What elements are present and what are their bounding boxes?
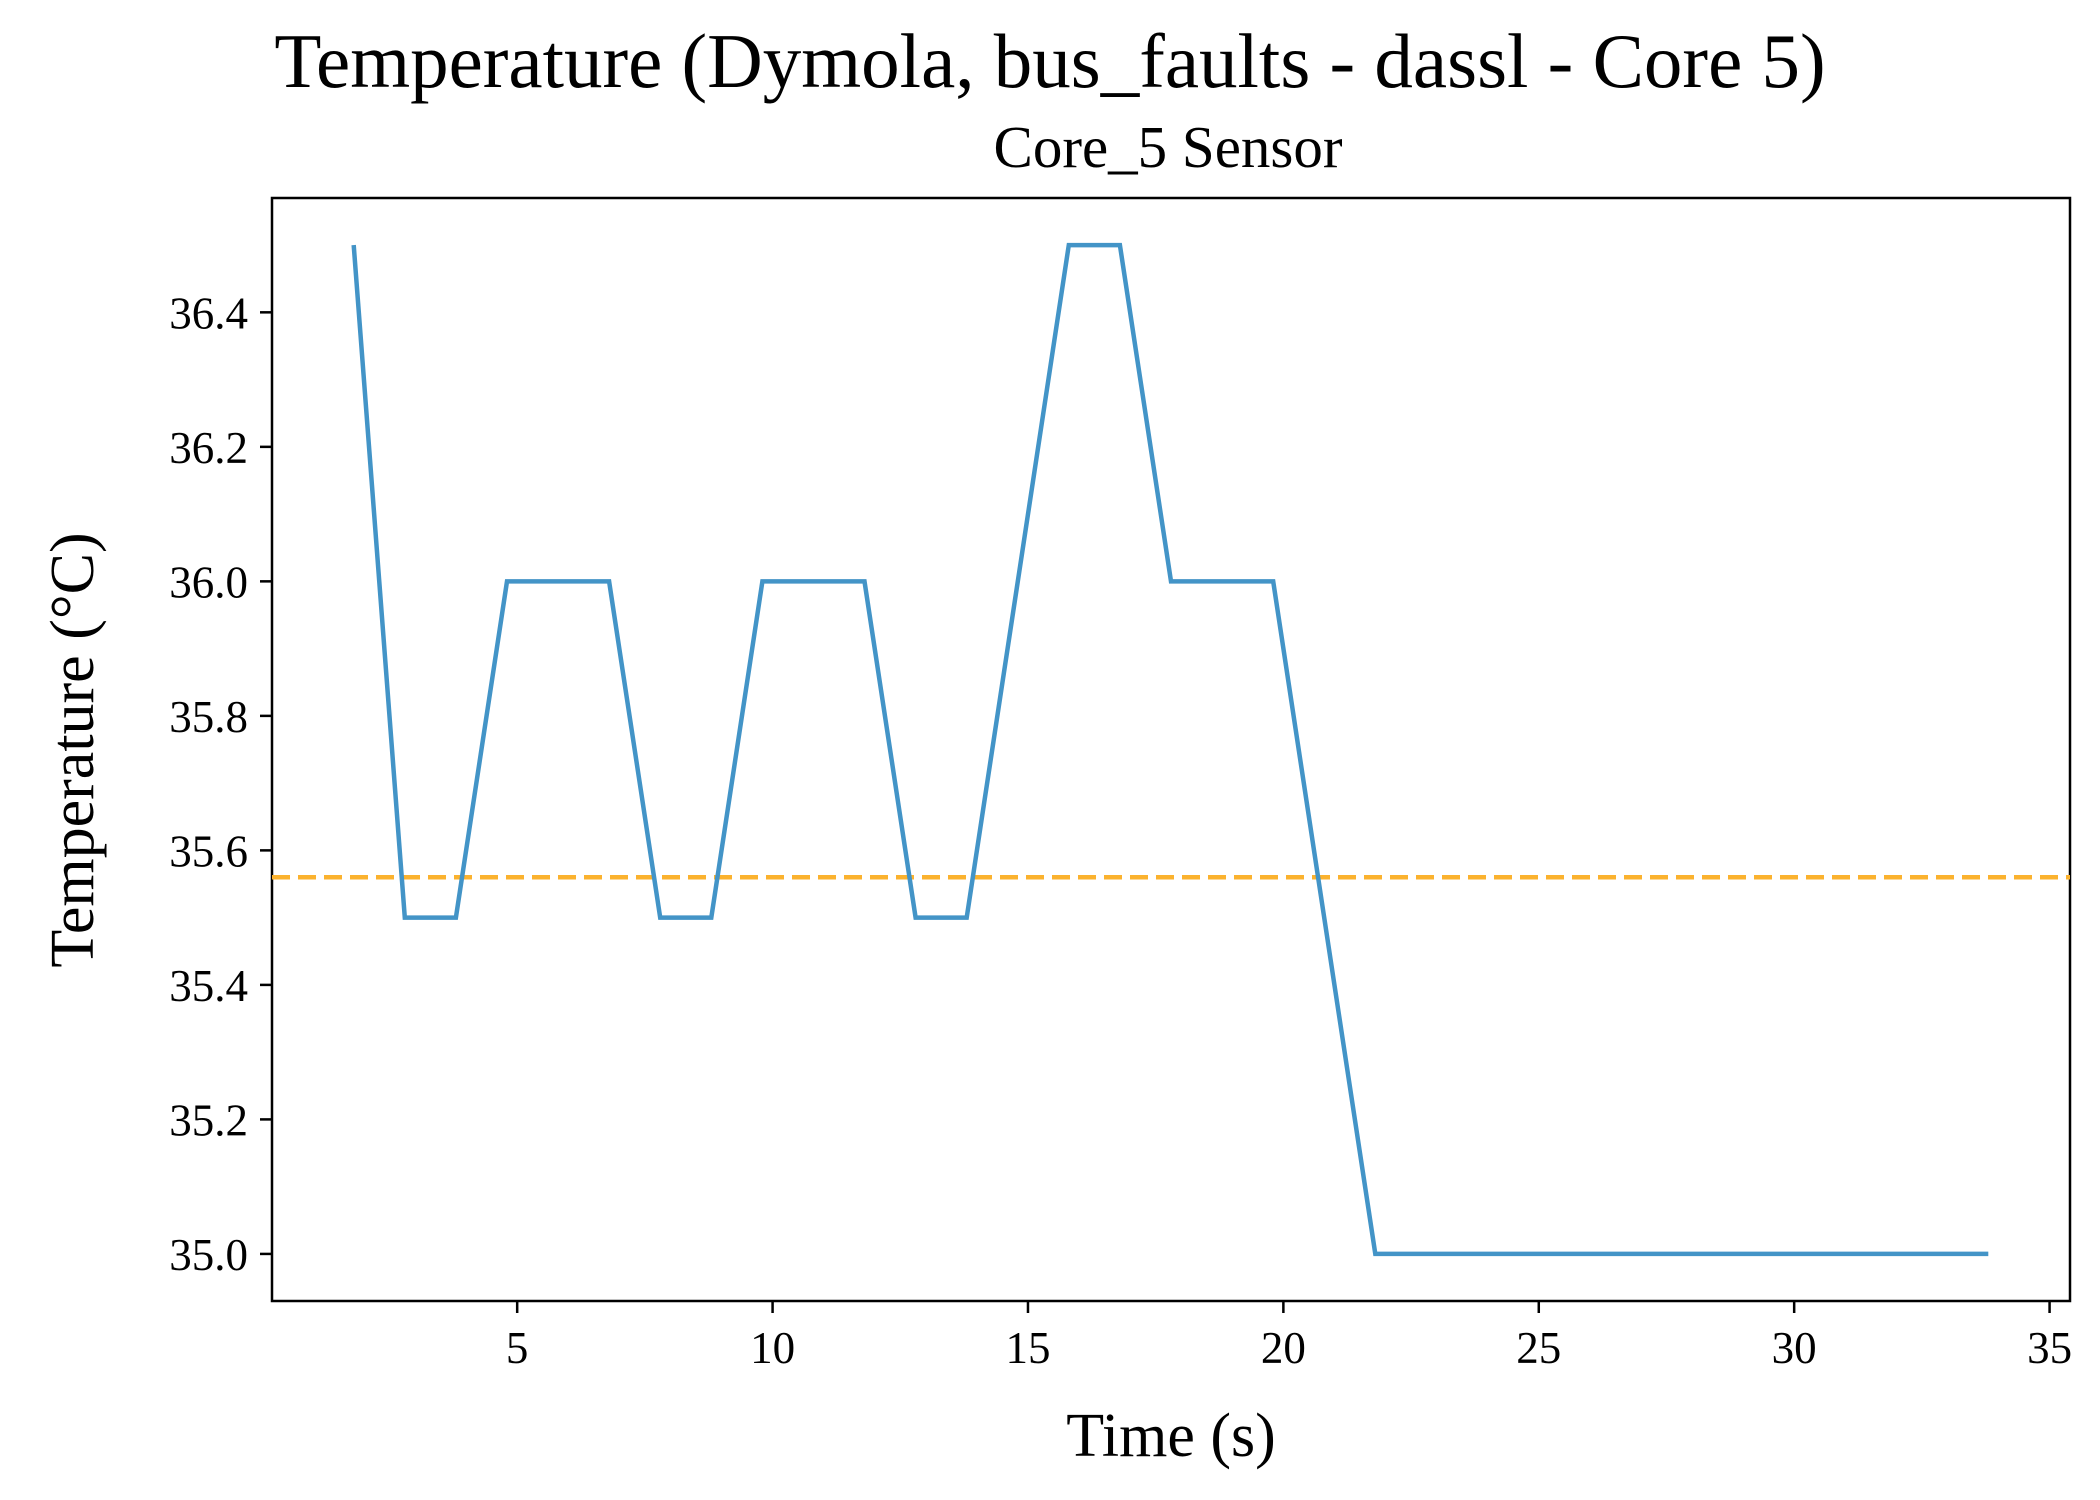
x-tick-label: 35 [2027, 1323, 2072, 1373]
x-tick-label: 20 [1261, 1323, 1306, 1373]
x-axis-label: Time (s) [1066, 1402, 1276, 1470]
y-tick-label: 35.0 [169, 1230, 248, 1280]
plot-area [270, 196, 2072, 1303]
x-axis-ticks: 5 10 15 20 25 30 35 [506, 1301, 2072, 1373]
y-tick-label: 35.8 [169, 692, 248, 742]
chart-title: Temperature (Dymola, bus_faults - dassl … [274, 18, 1825, 104]
y-tick-label: 36.2 [169, 423, 248, 473]
y-tick-label: 35.6 [169, 826, 248, 876]
x-tick-label: 15 [1005, 1323, 1050, 1373]
x-tick-label: 25 [1516, 1323, 1561, 1373]
x-tick-label: 30 [1772, 1323, 1817, 1373]
x-tick-label: 5 [506, 1323, 529, 1373]
y-tick-label: 35.4 [169, 961, 248, 1011]
y-tick-label: 35.2 [169, 1095, 248, 1145]
y-axis-label: Temperature (°C) [39, 532, 107, 967]
chart-subtitle: Core_5 Sensor [993, 114, 1342, 180]
y-tick-label: 36.0 [169, 557, 248, 607]
x-tick-label: 10 [750, 1323, 795, 1373]
plot-frame [270, 196, 2072, 1303]
series-line-0 [351, 242, 1989, 1257]
y-axis-ticks: 35.0 35.2 35.4 35.6 35.8 36.0 36.2 36.4 [169, 288, 272, 1280]
series-lines [351, 242, 1989, 1257]
y-tick-label: 36.4 [169, 288, 248, 338]
